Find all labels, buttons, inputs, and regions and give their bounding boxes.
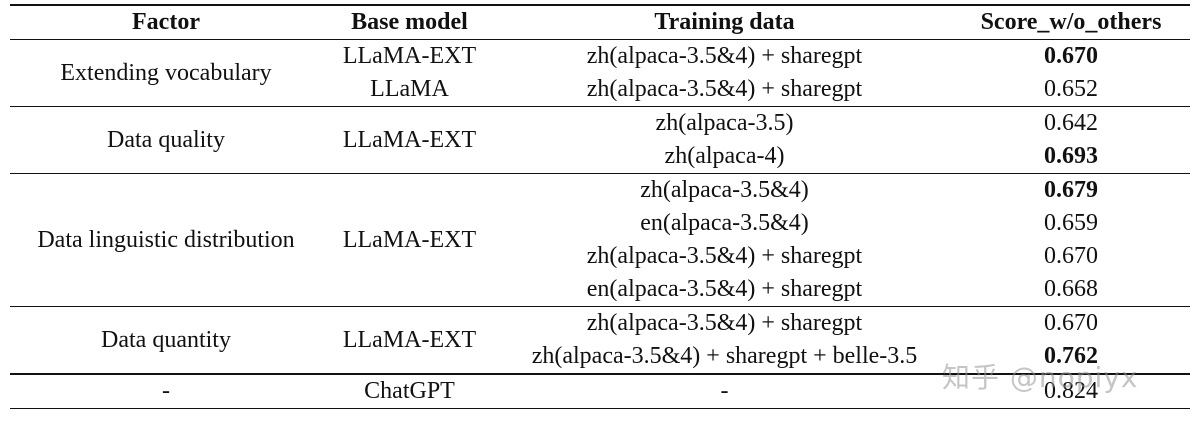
training-data-cell: zh(alpaca-3.5&4) + sharegpt [586,243,863,269]
group-data-quantity: Data quantity LLaMA-EXT zh(alpaca-3.5&4)… [10,307,1190,373]
base-model-cell: ChatGPT [364,378,455,404]
base-model-cell: LLaMA-EXT [342,126,477,153]
factor-cell: Extending vocabulary [60,59,272,86]
group-data-linguistic-distribution: Data linguistic distribution LLaMA-EXT z… [10,174,1190,306]
score-cell: 0.670 [1044,310,1098,336]
training-data-cell: zh(alpaca-3.5&4) + sharegpt + belle-3.5 [531,343,918,369]
training-data-cell: zh(alpaca-3.5) [655,110,794,136]
score-cell: 0.762 [1044,343,1098,369]
base-model-cell: LLaMA-EXT [342,326,477,353]
top-rule [10,4,1190,6]
group-rule [10,106,1190,107]
zhihu-watermark: 知乎 @nopiyx [942,361,1139,394]
group-data-quality: Data quality LLaMA-EXT zh(alpaca-3.5) 0.… [10,107,1190,173]
table-row: zh(alpaca-3.5&4) + sharegpt 0.670 [497,307,1190,340]
table-row: en(alpaca-3.5&4) 0.659 [497,207,1190,240]
mid-thick-rule [10,373,1190,375]
score-cell: 0.652 [1044,76,1098,102]
factor-cell: Data quality [107,126,225,153]
group-rule [10,173,1190,174]
bottom-rule [10,408,1190,409]
score-cell: 0.668 [1044,276,1098,302]
base-model-cell: LLaMA-EXT [342,226,477,253]
group-extending-vocabulary: Extending vocabulary LLaMA-EXT zh(alpaca… [10,40,1190,106]
score-cell: 0.670 [1044,43,1098,69]
training-data-cell: en(alpaca-3.5&4) + sharegpt [586,276,863,302]
training-data-cell: zh(alpaca-3.5&4) + sharegpt [586,43,863,69]
factor-cell: - [162,378,170,404]
table-row: zh(alpaca-3.5&4) + sharegpt 0.670 [497,240,1190,273]
header-score: Score_w/o_others [980,9,1162,35]
training-data-cell: zh(alpaca-4) [664,143,785,169]
training-data-cell: zh(alpaca-3.5&4) + sharegpt [586,76,863,102]
header-base-model: Base model [351,9,468,35]
score-cell: 0.824 [1044,378,1098,404]
header-rule [10,39,1190,40]
training-data-cell: en(alpaca-3.5&4) [640,210,809,236]
table-row: zh(alpaca-3.5&4) + sharegpt + belle-3.5 … [497,340,1190,373]
training-data-cell: zh(alpaca-3.5&4) [640,177,809,203]
training-data-cell: zh(alpaca-3.5&4) + sharegpt [586,310,863,336]
base-model-cell: LLaMA [370,76,449,102]
table-row: LLaMA zh(alpaca-3.5&4) + sharegpt 0.652 [322,73,1190,106]
base-model-cell: LLaMA-EXT [342,43,477,69]
table-row: zh(alpaca-3.5) 0.642 [497,107,1190,140]
training-data-cell: - [720,378,729,404]
score-cell: 0.642 [1044,110,1098,136]
table-row-chatgpt: - ChatGPT - 0.824 [10,375,1190,408]
score-cell: 0.659 [1044,210,1098,236]
table-row: zh(alpaca-4) 0.693 [497,140,1190,173]
table-row: zh(alpaca-3.5&4) 0.679 [497,174,1190,207]
group-rule [10,306,1190,307]
table-row: en(alpaca-3.5&4) + sharegpt 0.668 [497,273,1190,306]
factor-cell: Data linguistic distribution [37,226,295,253]
table-header: Factor Base model Training data Score_w/… [10,6,1190,39]
score-cell: 0.679 [1044,177,1098,203]
score-cell: 0.670 [1044,243,1098,269]
header-training-data: Training data [654,9,795,35]
score-cell: 0.693 [1044,143,1098,169]
results-table: Factor Base model Training data Score_w/… [10,4,1190,409]
table-row: LLaMA-EXT zh(alpaca-3.5&4) + sharegpt 0.… [322,40,1190,73]
header-factor: Factor [132,9,200,35]
factor-cell: Data quantity [101,326,231,353]
